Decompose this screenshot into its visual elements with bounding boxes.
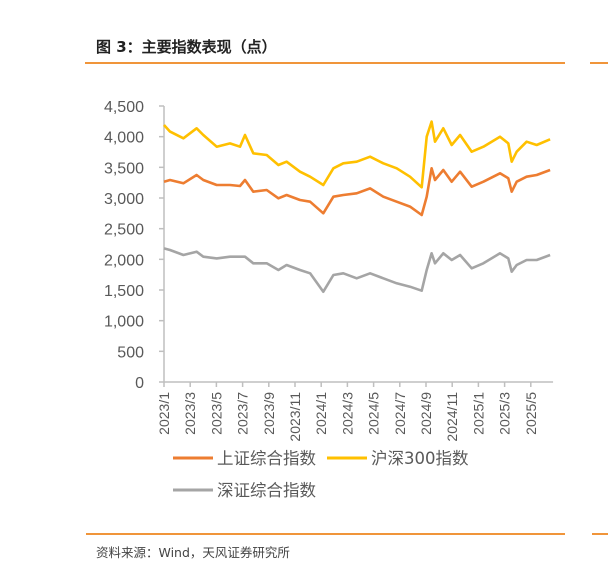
legend-label: 上证综合指数	[217, 449, 317, 468]
series-line-2	[163, 120, 551, 189]
series-line-1	[163, 167, 551, 217]
y-tick-label: 2,000	[104, 252, 144, 269]
x-tick-label: 2023/5	[208, 392, 224, 435]
x-tick-label: 2025/1	[470, 392, 486, 435]
x-tick-label: 2023/1	[156, 392, 172, 435]
y-tick-label: 500	[117, 344, 144, 361]
y-tick-label: 2,500	[104, 222, 144, 239]
figure-title: 图 3：主要指数表现（点）	[96, 38, 277, 56]
legend-label: 沪深300指数	[371, 449, 469, 468]
x-tick-label: 2025/3	[497, 392, 513, 435]
x-tick-label: 2025/5	[523, 392, 539, 435]
source-note: 资料来源：Wind，天风证券研究所	[96, 545, 290, 560]
y-tick-label: 1,500	[104, 283, 144, 300]
x-tick-label: 2024/1	[313, 392, 329, 435]
x-tick-label: 2023/9	[261, 392, 277, 435]
y-tick-label: 4,000	[104, 130, 144, 147]
x-tick-label: 2024/3	[339, 392, 355, 435]
y-tick-label: 3,500	[104, 160, 144, 177]
right-source-divider	[592, 533, 608, 535]
right-figure-divider	[590, 62, 608, 64]
y-tick-label: 0	[135, 375, 144, 392]
series-line-3	[163, 247, 551, 294]
source-divider	[86, 533, 565, 535]
x-tick-label: 2024/11	[444, 392, 460, 442]
x-tick-label: 2023/7	[235, 392, 251, 435]
y-tick-label: 3,000	[104, 191, 144, 208]
x-tick-label: 2024/7	[392, 392, 408, 435]
legend-label: 深证综合指数	[217, 481, 317, 500]
x-tick-label: 2023/3	[182, 392, 198, 435]
y-tick-label: 4,500	[104, 99, 144, 116]
x-tick-label: 2023/11	[287, 392, 303, 442]
x-tick-label: 2024/5	[366, 392, 382, 435]
title-divider	[85, 62, 565, 64]
x-tick-label: 2024/9	[418, 392, 434, 435]
y-tick-label: 1,000	[104, 314, 144, 331]
